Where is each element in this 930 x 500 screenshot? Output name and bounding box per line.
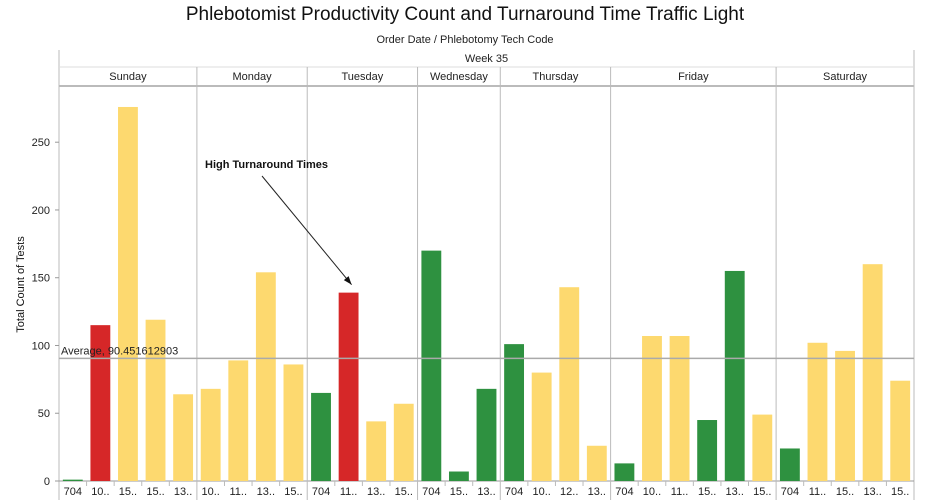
annotation-arrowhead <box>343 276 352 285</box>
x-tick-label: 13.. <box>257 486 275 498</box>
x-tick-label: 15.. <box>284 486 302 498</box>
bar <box>807 342 828 481</box>
x-tick-label: 704 <box>615 486 633 498</box>
x-tick-label: 11.. <box>340 486 358 498</box>
bar <box>642 335 662 481</box>
bar <box>228 360 249 481</box>
x-tick-label: 13.. <box>477 486 495 498</box>
chart-subtitle: Order Date / Phlebotomy Tech Code <box>376 34 554 46</box>
bar <box>504 344 525 481</box>
y-tick-label: 0 <box>44 476 50 488</box>
x-tick-label: 15.. <box>119 486 137 498</box>
x-tick-label: 13.. <box>174 486 192 498</box>
x-tick-label: 10.. <box>202 486 220 498</box>
day-label-tuesday: Tuesday <box>341 71 383 83</box>
bar <box>697 420 718 481</box>
bar <box>173 394 194 481</box>
bar <box>476 388 497 481</box>
bar <box>586 445 607 481</box>
y-tick-label: 50 <box>38 408 50 420</box>
bar <box>559 287 580 481</box>
bar <box>531 372 552 481</box>
bar <box>752 414 773 481</box>
x-tick-label: 10.. <box>643 486 661 498</box>
y-tick-label: 150 <box>32 273 50 285</box>
annotation-label: High Turnaround Times <box>205 159 328 171</box>
x-tick-label: 10.. <box>532 486 550 498</box>
bar <box>118 106 138 481</box>
x-tick-label: 12.. <box>560 486 578 498</box>
bar <box>890 380 911 481</box>
x-tick-label: 704 <box>505 486 523 498</box>
bar <box>366 421 387 481</box>
bar <box>255 272 276 481</box>
day-label-wednesday: Wednesday <box>430 71 488 83</box>
day-label-sunday: Sunday <box>109 71 147 83</box>
y-tick-label: 200 <box>32 205 50 217</box>
x-tick-label: 13.. <box>863 486 881 498</box>
x-tick-label: 11.. <box>230 486 248 498</box>
bar <box>421 250 442 481</box>
x-tick-label: 11.. <box>671 486 689 498</box>
x-tick-label: 704 <box>64 486 82 498</box>
annotation-arrow-line <box>261 175 352 285</box>
bar <box>62 479 83 481</box>
bar <box>614 463 635 481</box>
header-label: Week 35 <box>465 53 508 65</box>
x-tick-label: 15.. <box>836 486 854 498</box>
bar <box>145 319 166 481</box>
x-tick-label: 13.. <box>588 486 606 498</box>
bar <box>283 364 304 481</box>
x-tick-label: 704 <box>422 486 440 498</box>
day-label-saturday: Saturday <box>823 71 868 83</box>
x-tick-label: 704 <box>312 486 330 498</box>
bar <box>669 335 690 481</box>
bar <box>338 292 359 481</box>
bar <box>724 270 745 481</box>
day-label-monday: Monday <box>232 71 272 83</box>
bar <box>393 403 414 481</box>
x-tick-label: 15.. <box>450 486 468 498</box>
day-label-thursday: Thursday <box>533 71 579 83</box>
y-tick-label: 250 <box>32 137 50 149</box>
bar <box>311 392 331 481</box>
x-tick-label: 15.. <box>395 486 413 498</box>
x-tick-label: 704 <box>781 486 799 498</box>
y-tick-label: 100 <box>32 340 50 352</box>
day-label-friday: Friday <box>678 71 709 83</box>
bar <box>448 471 469 481</box>
bar <box>90 325 111 481</box>
bar <box>835 350 855 481</box>
x-tick-label: 15.. <box>891 486 909 498</box>
bar <box>200 388 221 481</box>
bar <box>862 264 883 481</box>
x-tick-label: 13.. <box>726 486 744 498</box>
x-tick-label: 11.. <box>809 486 827 498</box>
y-axis-label: Total Count of Tests <box>15 236 27 333</box>
chart-title: Phlebotomist Productivity Count and Turn… <box>185 4 745 25</box>
bar <box>779 448 800 481</box>
x-tick-label: 15.. <box>753 486 771 498</box>
average-label: Average, 90.451612903 <box>61 345 178 357</box>
x-tick-label: 10.. <box>91 486 109 498</box>
x-tick-label: 13.. <box>367 486 385 498</box>
x-tick-label: 15.. <box>146 486 164 498</box>
x-tick-label: 15.. <box>698 486 716 498</box>
